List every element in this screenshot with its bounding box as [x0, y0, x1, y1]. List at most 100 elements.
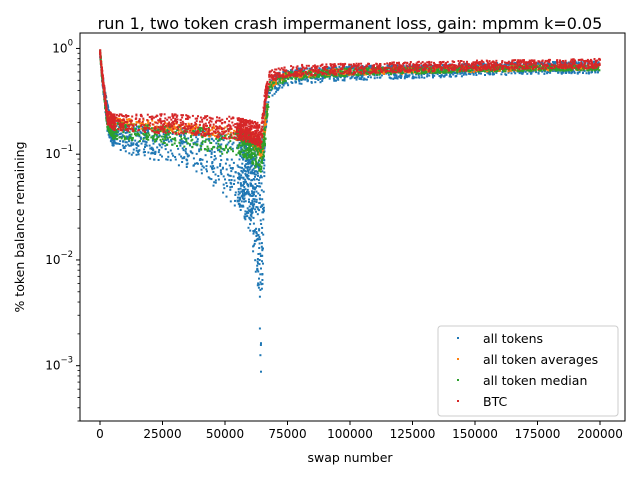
data-point	[438, 70, 441, 73]
data-point	[257, 167, 260, 170]
data-point	[270, 81, 273, 84]
data-point	[147, 151, 150, 154]
data-point	[143, 148, 146, 151]
data-point	[530, 72, 533, 75]
data-point	[578, 62, 581, 65]
data-point	[250, 215, 253, 218]
data-point	[178, 153, 181, 156]
data-point	[273, 92, 276, 95]
data-point	[235, 138, 238, 141]
data-point	[265, 105, 268, 108]
data-point	[214, 134, 216, 137]
data-point	[234, 199, 236, 202]
data-point	[489, 72, 492, 75]
data-point	[249, 166, 252, 169]
data-point	[260, 287, 263, 290]
data-point	[250, 213, 253, 216]
data-point	[262, 153, 265, 156]
data-point	[246, 173, 249, 176]
data-point	[414, 76, 416, 79]
data-point	[529, 69, 532, 72]
data-point	[118, 133, 121, 136]
data-point	[356, 75, 359, 78]
data-point	[248, 216, 251, 219]
data-point	[218, 138, 221, 141]
data-point	[258, 247, 261, 249]
data-point	[462, 73, 465, 76]
data-point	[228, 179, 231, 182]
data-point	[282, 78, 285, 81]
data-point	[267, 106, 270, 108]
data-point	[558, 69, 561, 72]
data-point	[367, 67, 370, 69]
data-point	[110, 134, 113, 137]
data-point	[256, 237, 259, 240]
data-point	[277, 83, 280, 86]
data-point	[180, 130, 183, 133]
data-point	[256, 153, 259, 156]
data-point	[247, 171, 250, 174]
data-point	[258, 228, 261, 231]
data-point	[225, 134, 228, 137]
data-point	[598, 69, 601, 72]
data-point	[412, 67, 415, 70]
data-point	[237, 146, 240, 149]
data-point	[125, 141, 128, 144]
data-point	[423, 70, 426, 72]
data-point	[250, 152, 253, 155]
data-point	[401, 72, 404, 74]
data-point	[244, 149, 247, 152]
data-point	[262, 167, 265, 170]
data-point	[145, 136, 148, 139]
data-point	[213, 151, 216, 153]
data-point	[174, 158, 177, 161]
data-point	[211, 162, 214, 165]
data-point	[177, 124, 180, 127]
data-point	[173, 125, 176, 128]
data-point	[252, 222, 255, 225]
data-point	[157, 159, 160, 161]
data-point	[120, 137, 123, 140]
data-point	[144, 146, 146, 148]
data-point	[169, 128, 172, 131]
data-point	[254, 159, 257, 162]
data-point	[244, 218, 247, 221]
data-point	[258, 169, 261, 172]
data-point	[244, 178, 247, 181]
data-point	[464, 72, 467, 75]
data-point	[120, 120, 123, 123]
data-point	[216, 147, 219, 150]
data-point	[252, 232, 255, 235]
data-point	[448, 75, 451, 78]
data-point	[455, 67, 458, 70]
data-point	[150, 146, 153, 149]
data-point	[160, 140, 163, 143]
data-point	[213, 181, 216, 184]
data-point	[284, 81, 287, 84]
data-point	[362, 78, 365, 81]
data-point	[286, 82, 289, 85]
data-point	[260, 267, 262, 270]
data-point	[200, 168, 203, 171]
data-point	[360, 69, 363, 72]
data-point	[131, 139, 134, 142]
data-point	[573, 71, 576, 74]
data-point	[259, 206, 262, 209]
data-point	[484, 74, 486, 76]
data-point	[253, 229, 256, 232]
data-point	[147, 120, 149, 123]
data-point	[225, 146, 227, 149]
data-point	[207, 138, 210, 141]
data-point	[420, 64, 423, 67]
data-point	[227, 141, 230, 144]
data-point	[238, 178, 241, 181]
data-point	[335, 66, 338, 69]
data-point	[262, 262, 264, 265]
data-point	[193, 126, 196, 129]
data-point	[211, 133, 214, 136]
data-point	[176, 129, 179, 131]
data-point	[141, 121, 143, 124]
data-point	[546, 71, 549, 74]
data-point	[148, 134, 151, 137]
data-point	[250, 151, 253, 154]
